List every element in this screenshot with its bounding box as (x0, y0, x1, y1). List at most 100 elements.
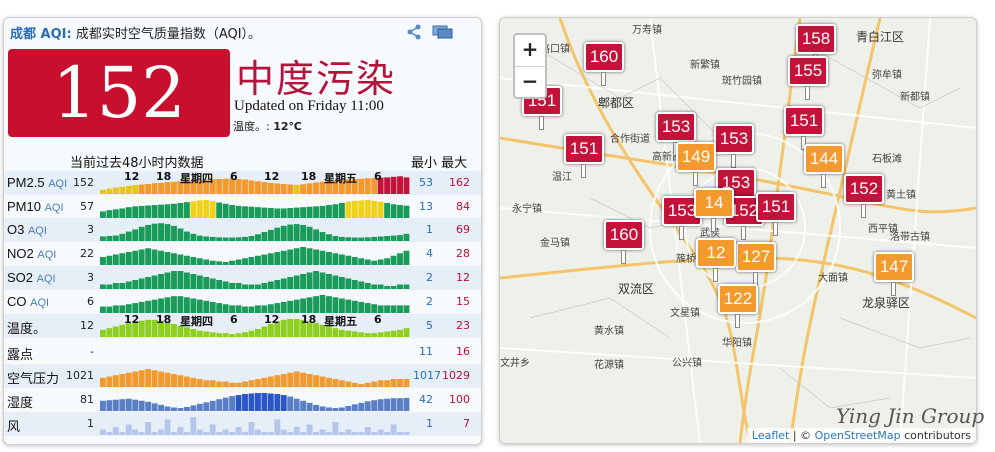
sparkline-bar (306, 424, 313, 435)
aqi-station-marker[interactable]: 160 (604, 220, 644, 264)
row-label: PM10 AQI (7, 199, 64, 214)
aqi-station-marker[interactable]: 160 (584, 42, 624, 86)
sparkline-bar (171, 324, 177, 337)
row-sparkline[interactable] (100, 245, 410, 265)
sparkline-bar (183, 231, 190, 241)
aqi-station-marker[interactable]: 127 (736, 242, 776, 286)
row-sparkline[interactable] (100, 317, 410, 337)
sparkline-bar (171, 432, 177, 435)
row-sparkline[interactable] (100, 391, 410, 411)
sparkline-bar (364, 382, 371, 387)
row-sparkline[interactable] (100, 269, 410, 289)
aqi-station-marker[interactable]: 153 (714, 124, 754, 168)
sparkline-bar (209, 236, 216, 241)
sparkline-bar (403, 328, 410, 337)
sparkline-bar (229, 205, 236, 218)
sparkline-bar (196, 330, 203, 337)
sparkline-bar (332, 408, 339, 411)
aqi-station-marker[interactable]: 144 (804, 144, 844, 188)
sparkline-bar (132, 399, 139, 411)
sparkline-bar (267, 281, 274, 289)
sparkline-bar (280, 225, 287, 241)
sparkline-bar (235, 395, 242, 411)
sparkline-bar (132, 371, 139, 387)
sparkline-bar (222, 397, 229, 411)
sparkline-bar (261, 377, 268, 387)
sparkline-bar (112, 326, 119, 337)
windows-icon[interactable] (432, 25, 454, 39)
aqi-station-marker[interactable]: 12 (696, 238, 736, 282)
sparkline-bar (222, 304, 229, 313)
sparkline-bar (100, 189, 106, 194)
sparkline-bar (132, 429, 139, 435)
openstreetmap-link[interactable]: OpenStreetMap (814, 429, 901, 442)
row-sparkline[interactable] (100, 293, 410, 313)
row-sparkline[interactable] (100, 367, 410, 387)
sparkline-bar (255, 181, 261, 194)
row-sparkline[interactable] (100, 174, 410, 194)
aqi-station-marker[interactable]: 14 (694, 188, 734, 232)
min-max-header: 最小 最大 (411, 152, 467, 171)
zoom-out-button[interactable]: − (521, 69, 539, 93)
row-current-value: 81 (80, 393, 94, 406)
row-sparkline[interactable] (100, 343, 410, 363)
sparkline-bar (190, 417, 197, 435)
aqi-station-marker[interactable]: 151 (756, 192, 796, 236)
sparkline-bar (112, 209, 119, 218)
temperature-value: 12℃ (273, 120, 302, 133)
sparkline-bar (261, 254, 268, 265)
sparkline-bar (177, 408, 184, 411)
aqi-station-marker[interactable]: 122 (718, 284, 758, 328)
aqi-map[interactable]: 两路口镇郫都区万寿镇新繁镇斑竹园镇青白江区弥牟镇新都镇永宁镇合作街道高新西温江永… (499, 17, 977, 444)
aqi-station-marker[interactable]: 158 (796, 24, 836, 68)
sparkline-bar (313, 296, 319, 313)
row-sparkline[interactable] (100, 221, 410, 241)
aqi-station-marker[interactable]: 153 (656, 112, 696, 156)
leaflet-link[interactable]: Leaflet (751, 429, 790, 442)
sparkline-bar (209, 260, 216, 265)
sparkline-bar (100, 257, 106, 265)
zoom-in-button[interactable]: + (515, 35, 545, 67)
sparkline-bar (306, 226, 313, 241)
sparkline-bar (267, 304, 274, 313)
sparkline-bar (151, 275, 158, 289)
sparkline-bar (267, 324, 274, 337)
share-icon[interactable] (406, 24, 422, 40)
aqi-station-marker[interactable]: 155 (788, 56, 828, 100)
min-header: 最小 (411, 156, 438, 171)
row-current-value: 57 (80, 200, 94, 213)
sparkline-bar (171, 296, 177, 313)
sparkline-bar (106, 432, 113, 435)
sparkline-bar (326, 296, 332, 313)
sparkline-bar (293, 427, 300, 435)
sparkline-bar (196, 403, 203, 411)
sparkline-bar (209, 400, 216, 411)
sparkline-bar (397, 253, 403, 265)
row-label: CO AQI (7, 294, 49, 309)
row-current-value: - (90, 345, 94, 358)
aqi-station-marker[interactable]: 147 (874, 252, 914, 296)
sparkline-bar (248, 380, 255, 387)
sparkline-bar (209, 278, 216, 289)
row-sparkline[interactable] (100, 198, 410, 218)
row-max-value: 162 (449, 176, 470, 189)
row-label: NO2 AQI (7, 246, 56, 261)
aqi-station-marker[interactable]: 152 (844, 174, 884, 218)
map-place-label: 弥牟镇 (872, 70, 902, 81)
aqi-station-marker[interactable]: 149 (676, 142, 716, 186)
sparkline-bar (100, 306, 106, 313)
aqi-station-marker[interactable]: 151 (564, 134, 604, 178)
row-label: 风 (7, 416, 20, 435)
aqi-station-marker[interactable]: 151 (784, 106, 824, 150)
map-place-label: 合作街道 (610, 134, 650, 145)
sparkline-bar (100, 329, 106, 337)
sparkline-bar (229, 334, 236, 337)
sparkline-bar (274, 375, 281, 387)
map-place-label: 文井乡 (500, 358, 530, 369)
sparkline-bar (177, 202, 184, 218)
sparkline-bar (119, 324, 126, 337)
city-aqi-link[interactable]: 成都 AQI: (10, 27, 72, 42)
sparkline-bar (319, 205, 326, 218)
max-header: 最大 (441, 156, 468, 171)
row-sparkline[interactable] (100, 415, 410, 435)
